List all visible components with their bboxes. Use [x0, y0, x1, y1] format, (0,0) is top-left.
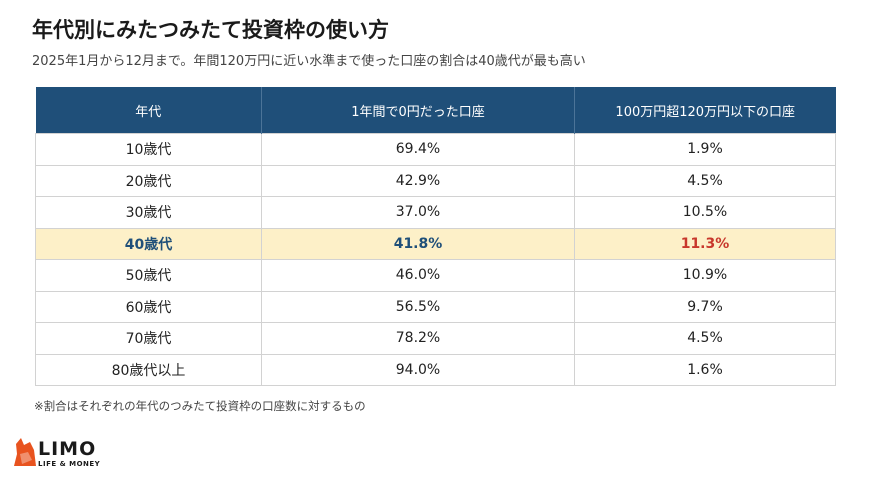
page-title: 年代別にみたつみたて投資枠の使い方 — [32, 18, 389, 42]
brand-logo: LIMO LIFE & MONEY — [14, 436, 124, 474]
cell-zero-yen-share: 78.2% — [261, 322, 575, 355]
cell-1m-1.2m-share: 9.7% — [574, 290, 836, 323]
table-row: 40歳代 41.8% 11.3% — [35, 227, 836, 260]
table-row: 30歳代 37.0% 10.5% — [35, 196, 836, 229]
cell-1m-1.2m-share: 4.5% — [574, 322, 836, 355]
cell-zero-yen-share: 56.5% — [261, 290, 575, 323]
column-header-zero-yen: 1年間で0円だった口座 — [261, 87, 575, 134]
column-header-age: 年代 — [35, 87, 262, 134]
table-header-row: 年代 1年間で0円だった口座 100万円超120万円以下の口座 — [35, 87, 836, 134]
cell-age-group: 40歳代 — [35, 227, 262, 260]
cell-age-group: 70歳代 — [35, 322, 262, 355]
cell-1m-1.2m-share: 11.3% — [574, 227, 836, 260]
table-row: 80歳代以上 94.0% 1.6% — [35, 353, 836, 386]
cell-age-group: 80歳代以上 — [35, 353, 262, 386]
data-table: 年代 1年間で0円だった口座 100万円超120万円以下の口座 10歳代 69.4… — [35, 87, 836, 386]
logo-text: LIMO — [38, 438, 97, 460]
cell-zero-yen-share: 41.8% — [261, 227, 575, 260]
cell-zero-yen-share: 42.9% — [261, 164, 575, 197]
cell-1m-1.2m-share: 10.9% — [574, 259, 836, 292]
cell-zero-yen-share: 94.0% — [261, 353, 575, 386]
cell-age-group: 60歳代 — [35, 290, 262, 323]
cell-age-group: 10歳代 — [35, 133, 262, 166]
cell-1m-1.2m-share: 4.5% — [574, 164, 836, 197]
cell-1m-1.2m-share: 10.5% — [574, 196, 836, 229]
column-header-1m-1.2m: 100万円超120万円以下の口座 — [574, 87, 836, 134]
cell-age-group: 50歳代 — [35, 259, 262, 292]
cell-age-group: 30歳代 — [35, 196, 262, 229]
page-subtitle: 2025年1月から12月まで。年間120万円に近い水準まで使った口座の割合は40… — [32, 54, 586, 69]
cell-zero-yen-share: 46.0% — [261, 259, 575, 292]
cell-1m-1.2m-share: 1.6% — [574, 353, 836, 386]
cell-zero-yen-share: 69.4% — [261, 133, 575, 166]
table-row: 60歳代 56.5% 9.7% — [35, 290, 836, 323]
cell-age-group: 20歳代 — [35, 164, 262, 197]
footnote: ※割合はそれぞれの年代のつみたて投資枠の口座数に対するもの — [34, 399, 366, 413]
table-row: 50歳代 46.0% 10.9% — [35, 259, 836, 292]
table-row: 10歳代 69.4% 1.9% — [35, 133, 836, 166]
table-row: 70歳代 78.2% 4.5% — [35, 322, 836, 355]
table-row: 20歳代 42.9% 4.5% — [35, 164, 836, 197]
cell-zero-yen-share: 37.0% — [261, 196, 575, 229]
fox-icon — [14, 438, 36, 466]
logo-tagline: LIFE & MONEY — [38, 460, 101, 468]
cell-1m-1.2m-share: 1.9% — [574, 133, 836, 166]
table-body: 10歳代 69.4% 1.9% 20歳代 42.9% 4.5% 30歳代 37.0% 10.5%… — [35, 133, 836, 386]
